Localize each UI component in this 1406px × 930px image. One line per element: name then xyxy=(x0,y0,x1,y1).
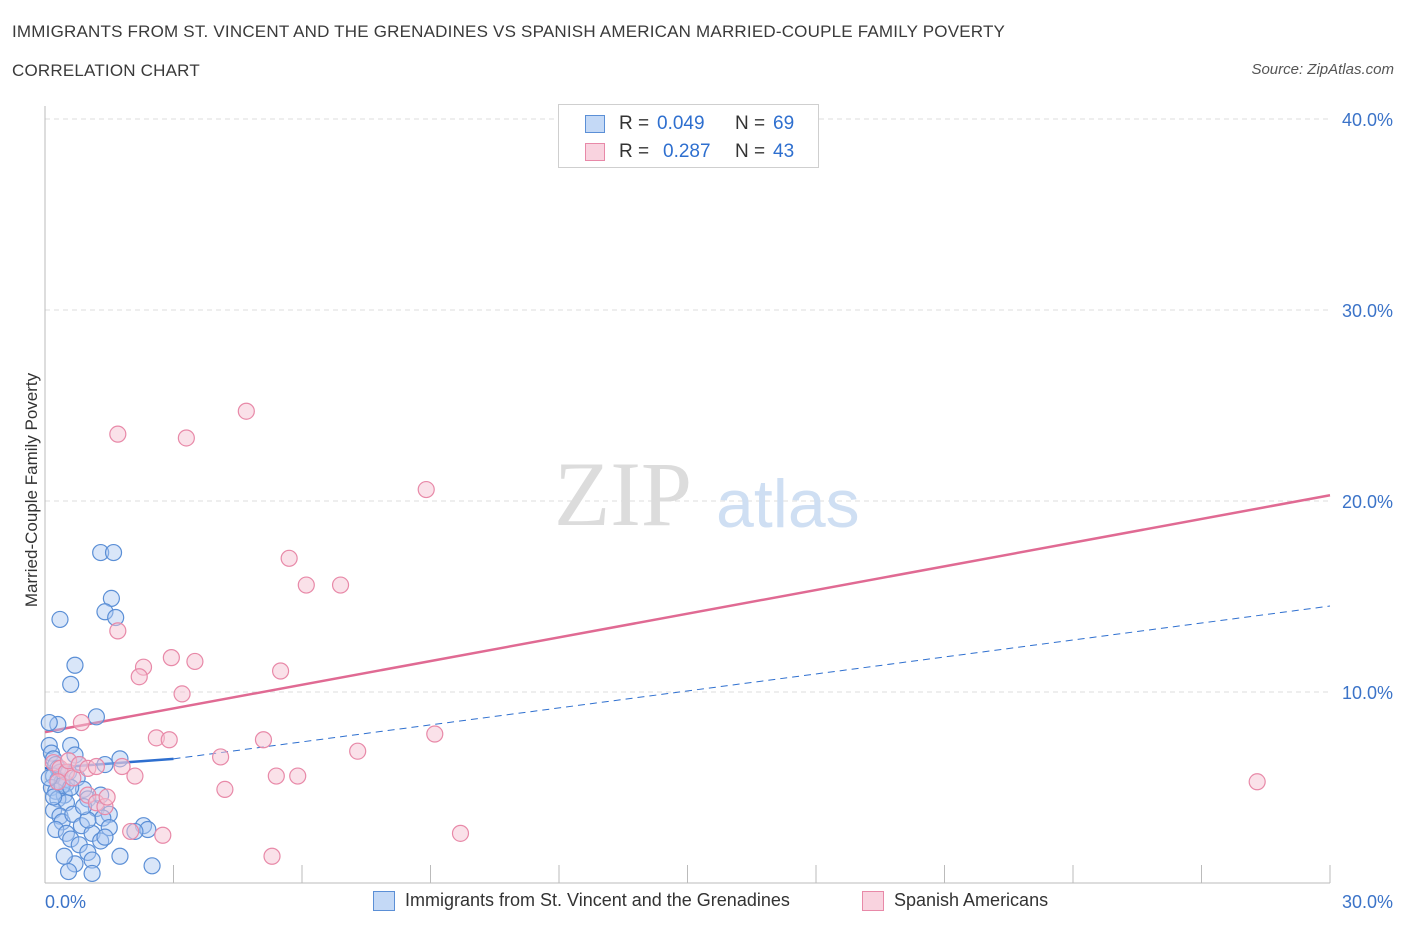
legend-swatch-blue xyxy=(585,115,605,133)
data-point-immigrants xyxy=(66,656,84,674)
bottom-legend-swatch-blue xyxy=(373,890,395,911)
data-point-spanish-americans xyxy=(49,773,67,791)
x-tick-labels: 0.0% 30.0% xyxy=(45,892,1393,912)
bottom-legend-label: Immigrants from St. Vincent and the Gren… xyxy=(405,890,790,910)
data-point-spanish-americans xyxy=(113,757,131,776)
data-point-spanish-americans xyxy=(289,767,307,785)
data-point-immigrants xyxy=(92,543,110,562)
data-point-spanish-americans xyxy=(126,767,144,785)
x-tick-label-max: 30.0% xyxy=(1342,892,1393,912)
bottom-legend-series-1: Immigrants from St. Vincent and the Gren… xyxy=(373,890,790,911)
legend-swatch-pink xyxy=(585,143,605,161)
data-point-immigrants xyxy=(104,543,123,562)
data-point-spanish-americans xyxy=(297,576,315,594)
data-point-spanish-americans xyxy=(426,725,444,743)
data-point-immigrants xyxy=(143,857,161,875)
data-point-spanish-americans xyxy=(109,622,127,640)
y-tick-label: 30.0% xyxy=(1342,301,1393,321)
source-label: Source: ZipAtlas.com xyxy=(1251,61,1394,78)
data-point-spanish-americans xyxy=(349,742,367,760)
data-point-spanish-americans xyxy=(417,480,435,499)
data-point-immigrants xyxy=(83,851,101,869)
trend-line-immigrants-dashed xyxy=(173,605,1331,760)
bottom-legend-swatch-pink xyxy=(862,890,884,911)
data-point-spanish-americans xyxy=(212,748,230,766)
data-point-spanish-americans xyxy=(237,402,255,420)
data-points xyxy=(40,142,1266,883)
data-point-spanish-americans xyxy=(130,668,148,686)
legend-row-series-2: R = 0.287 N = 43 xyxy=(585,140,794,164)
legend-n-label: N = xyxy=(735,113,766,134)
axes xyxy=(44,106,1331,884)
data-point-spanish-americans xyxy=(160,731,178,749)
data-point-immigrants xyxy=(139,820,157,839)
data-point-spanish-americans xyxy=(451,824,470,842)
data-point-spanish-americans xyxy=(186,652,204,671)
legend-r-label: R = xyxy=(619,141,650,162)
data-point-immigrants xyxy=(111,847,129,865)
data-point-spanish-americans xyxy=(154,826,172,844)
legend-r-label: R = xyxy=(619,113,650,134)
data-point-immigrants xyxy=(44,801,63,820)
watermark-atlas: atlas xyxy=(716,466,860,542)
data-point-spanish-americans xyxy=(173,685,191,703)
data-point-immigrants xyxy=(62,830,80,848)
x-tick-marks xyxy=(173,865,1331,883)
y-tick-label: 40.0% xyxy=(1342,110,1393,130)
data-point-immigrants xyxy=(96,603,114,621)
legend-row-series-1: R = 0.049 N = 69 xyxy=(585,112,794,136)
bottom-legend-label: Spanish Americans xyxy=(894,890,1049,910)
watermark: ZIP atlas xyxy=(554,443,860,545)
data-point-immigrants xyxy=(55,847,73,865)
data-point-spanish-americans xyxy=(87,757,106,776)
data-point-spanish-americans xyxy=(267,767,285,785)
data-point-spanish-americans xyxy=(177,429,195,447)
data-point-spanish-americans xyxy=(162,649,180,667)
data-point-immigrants xyxy=(51,610,69,629)
data-point-immigrants xyxy=(79,811,97,829)
data-point-spanish-americans xyxy=(72,713,91,732)
y-tick-label: 10.0% xyxy=(1342,683,1393,703)
data-point-spanish-americans xyxy=(216,780,234,799)
data-point-spanish-americans xyxy=(98,788,116,806)
legend-r-value: 0.049 xyxy=(657,113,705,134)
data-point-immigrants xyxy=(87,708,106,726)
bottom-legend-series-2: Spanish Americans xyxy=(862,890,1048,911)
data-point-spanish-americans xyxy=(331,576,350,594)
data-point-immigrants xyxy=(62,675,80,693)
chart-title-line-1: IMMIGRANTS FROM ST. VINCENT AND THE GREN… xyxy=(12,22,1006,41)
grid-lines xyxy=(45,118,1330,693)
legend-n-value: 43 xyxy=(773,141,795,162)
data-point-spanish-americans xyxy=(122,822,140,841)
data-point-immigrants xyxy=(100,819,118,837)
legend-n-value: 69 xyxy=(773,113,795,134)
watermark-zip: ZIP xyxy=(554,443,692,545)
data-point-immigrants xyxy=(47,820,65,839)
data-point-immigrants xyxy=(40,713,58,732)
data-point-spanish-americans xyxy=(280,549,298,567)
data-point-spanish-americans xyxy=(1248,773,1266,791)
x-tick-label-min: 0.0% xyxy=(45,892,86,912)
data-point-spanish-americans xyxy=(263,847,281,865)
data-point-spanish-americans xyxy=(271,662,290,680)
legend-r-value: 0.287 xyxy=(663,141,711,162)
chart-title-line-2: CORRELATION CHART xyxy=(12,61,200,80)
data-point-immigrants xyxy=(83,864,101,883)
data-point-spanish-americans xyxy=(254,731,273,749)
correlation-legend: R = 0.049 N = 69 R = 0.287 N = 43 xyxy=(558,104,819,168)
data-point-immigrants xyxy=(96,828,114,846)
legend-n-label: N = xyxy=(735,141,766,162)
y-tick-labels: 10.0% 20.0% 30.0% 40.0% xyxy=(1342,110,1393,703)
data-point-immigrants xyxy=(59,862,78,881)
trend-line-spanish-americans xyxy=(44,494,1331,734)
y-axis-label: Married-Couple Family Poverty xyxy=(22,372,41,608)
data-point-immigrants xyxy=(44,788,63,806)
data-point-spanish-americans xyxy=(109,425,127,443)
y-tick-label: 20.0% xyxy=(1342,492,1393,512)
